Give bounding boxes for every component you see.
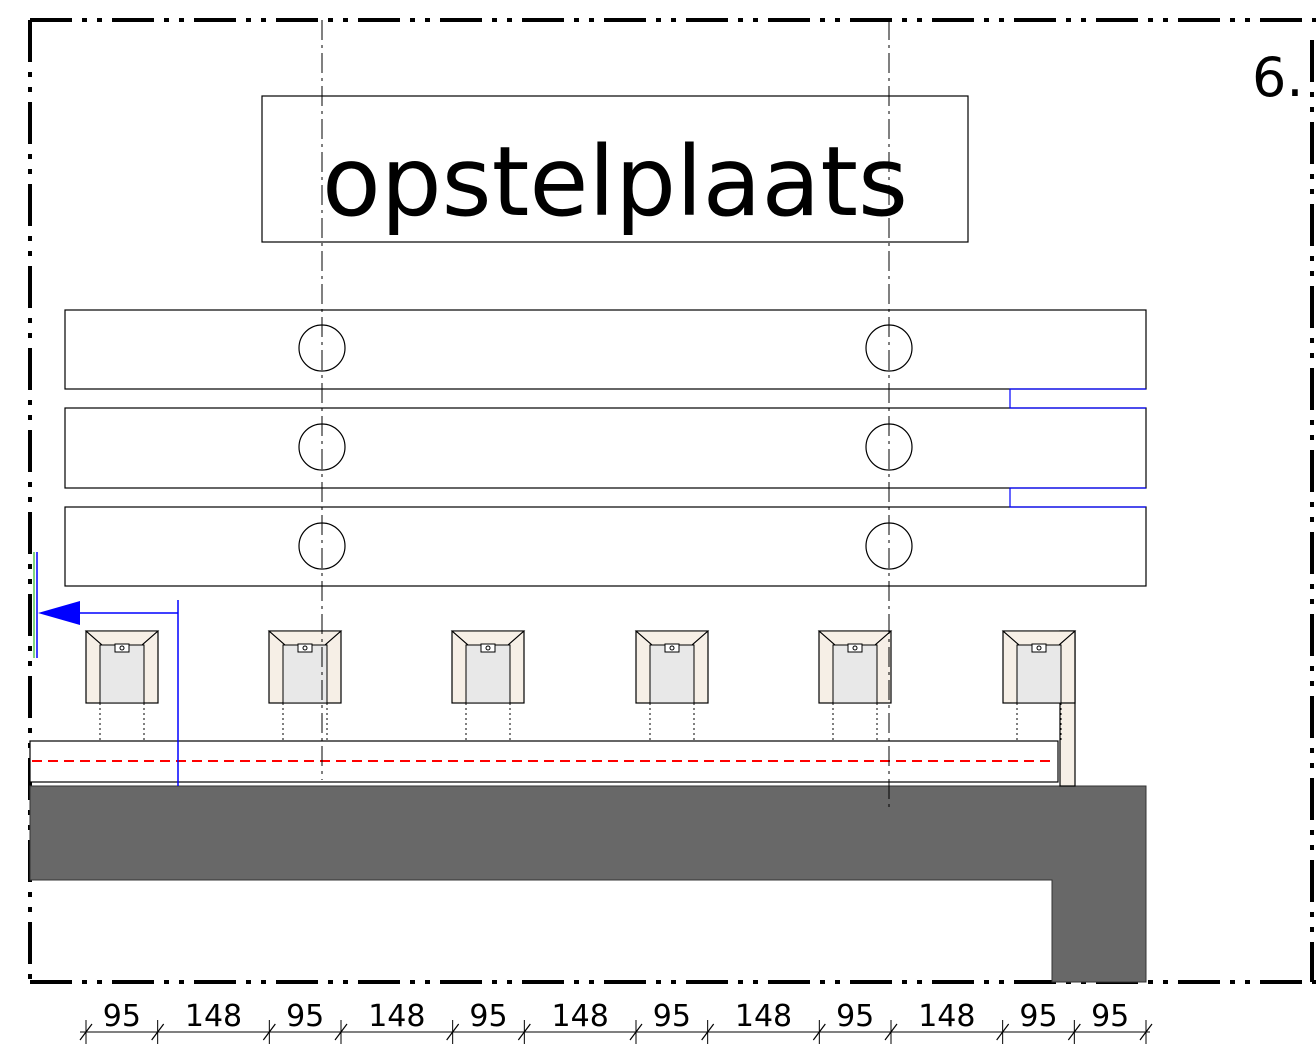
plate-stack bbox=[64, 309, 1147, 587]
dimension-label: 148 bbox=[185, 999, 242, 1034]
spacer-bracket-bottom bbox=[1009, 487, 1146, 508]
plate-top bbox=[64, 309, 1147, 390]
dimension-label: 95 bbox=[836, 999, 874, 1034]
spacer-bracket-top bbox=[1009, 388, 1146, 409]
dimension-label: 95 bbox=[653, 999, 691, 1034]
dimension-label: 148 bbox=[918, 999, 975, 1034]
center-lines bbox=[321, 20, 890, 812]
rail bbox=[29, 740, 1059, 783]
cabinet-row bbox=[84, 630, 1077, 741]
cabinet-icon bbox=[267, 630, 343, 741]
dimension-label: 95 bbox=[1019, 999, 1057, 1034]
dimension-label: 95 bbox=[286, 999, 324, 1034]
dimension-chain: 95 148 95 148 95 148 95 148 95 148 95 95 bbox=[79, 999, 1153, 1044]
cabinet-icon bbox=[84, 630, 160, 741]
cabinet-icon bbox=[634, 630, 710, 741]
dimension-label: 95 bbox=[1091, 999, 1129, 1034]
cabinet-icon bbox=[1001, 630, 1077, 741]
plate-bottom bbox=[64, 506, 1147, 587]
dimension-label: 95 bbox=[469, 999, 507, 1034]
sheet-number: 6. bbox=[1252, 46, 1304, 109]
plate-middle bbox=[64, 407, 1147, 489]
section-arrow-icon bbox=[33, 552, 179, 786]
cabinet-icon bbox=[450, 630, 526, 741]
concrete-slab bbox=[29, 785, 1147, 983]
dimension-label: 148 bbox=[735, 999, 792, 1034]
dimension-label: 148 bbox=[368, 999, 425, 1034]
cabinet-icon bbox=[817, 630, 893, 741]
drawing-title: opstelplaats bbox=[322, 126, 908, 238]
dimension-label: 148 bbox=[552, 999, 609, 1034]
title-block: opstelplaats bbox=[261, 95, 969, 243]
dimension-label: 95 bbox=[103, 999, 141, 1034]
